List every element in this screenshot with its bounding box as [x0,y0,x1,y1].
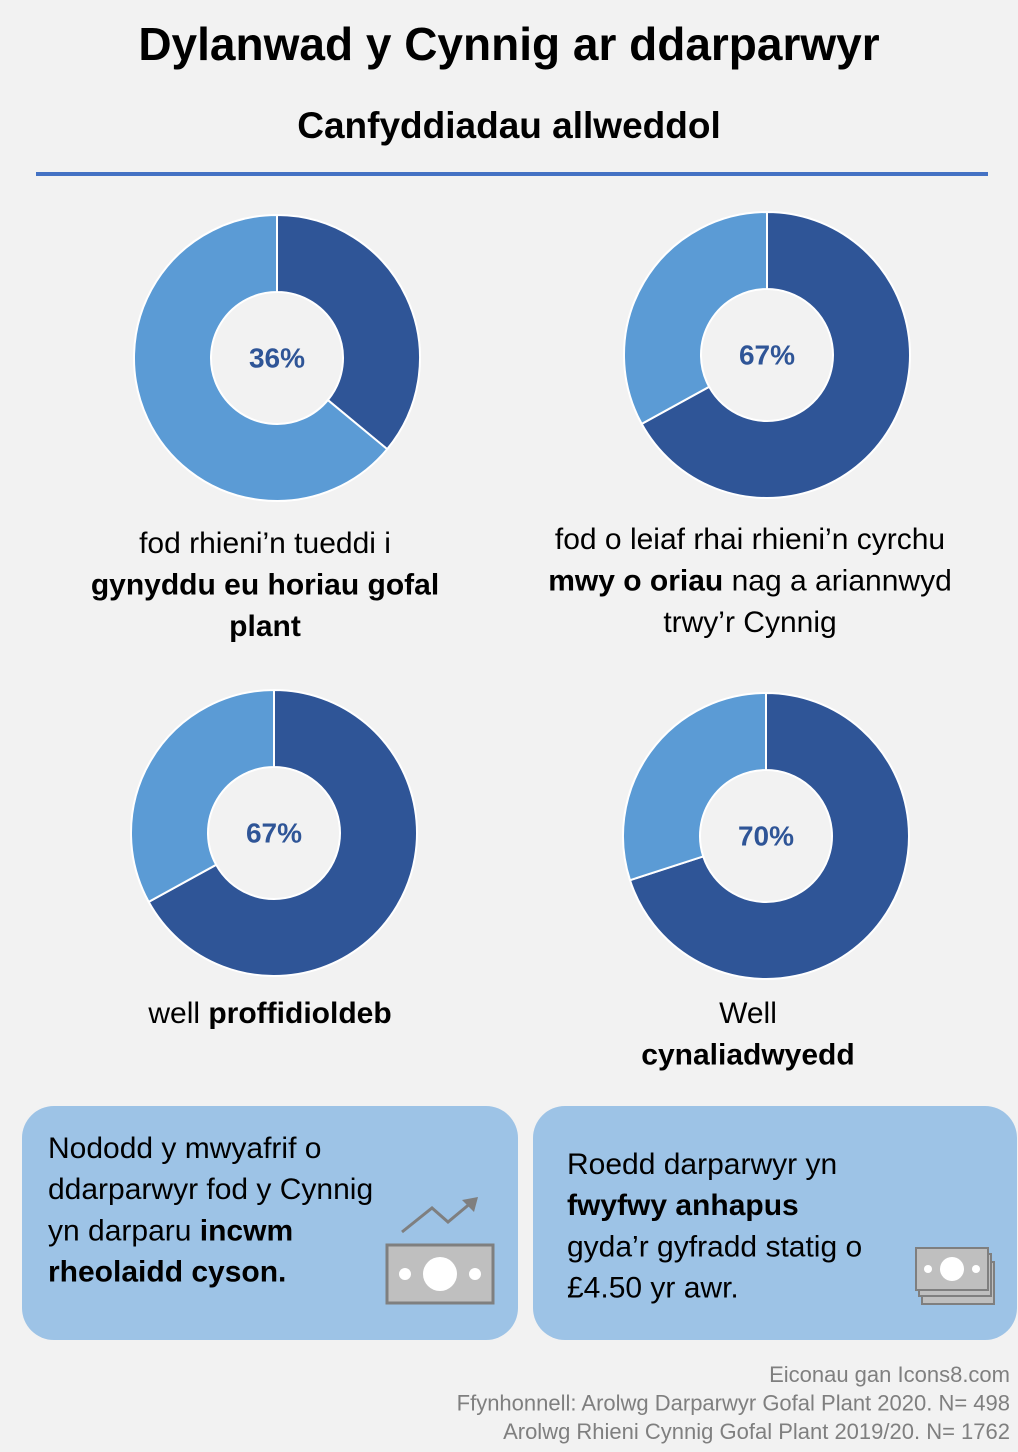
text-run: Nododd y mwyafrif o [48,1132,321,1165]
footer-note: Arolwg Rhieni Cynnig Gofal Plant 2019/20… [503,1419,1010,1444]
caption-line: trwy’r Cynnig [663,606,836,639]
box-text-line: gyda’r gyfradd statig o [567,1230,862,1263]
footer-note: Ffynhonnell: Arolwg Darparwyr Gofal Plan… [457,1390,1010,1415]
text-run: fod o leiaf rhai rhieni’n cyrchu [555,523,945,556]
caption-line: fod rhieni’n tueddi i [139,527,391,560]
box-text-line: rheolaidd cyson. [48,1256,286,1289]
caption-line: Well [719,997,777,1030]
caption-line: well proffidioldeb [147,997,391,1030]
caption-line: plant [229,610,301,643]
value-label: 70% [738,820,794,851]
donut-segment [147,688,418,977]
donut-segment [130,688,275,904]
text-run: trwy’r Cynnig [663,606,836,639]
caption-line: gynyddu eu horiau gofal [91,568,439,601]
donut-segment [628,691,910,980]
text-run: Roedd darparwyr yn [567,1148,837,1181]
text-run: cynaliadwyedd [641,1038,854,1071]
text-run: yn darparu [48,1214,200,1247]
text-run: £4.50 yr awr. [567,1272,739,1305]
text-run: fwyfwy anhapus [567,1189,799,1222]
box-text-line: £4.50 yr awr. [567,1272,739,1305]
money-growth-icon [385,1197,495,1305]
box-text-line: ddarparwyr fod y Cynnig [48,1173,373,1206]
subtitle: Canfyddiadau allweddol [297,105,721,146]
text-run: incwm [200,1214,293,1247]
text-run: gynyddu eu horiau gofal [91,568,439,601]
donut-segment [276,213,421,451]
value-label: 67% [246,817,302,848]
box-text-line: yn darparu incwm [48,1214,293,1247]
text-run: rheolaidd cyson. [48,1256,286,1289]
footer-note: Eiconau gan Icons8.com [769,1362,1010,1387]
text-run: gyda’r gyfradd statig o [567,1230,862,1263]
box-text-line: fwyfwy anhapus [567,1189,799,1222]
box [533,1106,1017,1340]
title: Dylanwad y Cynnig ar ddarparwyr [138,18,879,70]
money-stack-icon [915,1247,995,1305]
donut-segment [640,210,911,499]
caption-line: fod o leiaf rhai rhieni’n cyrchu [555,523,945,556]
text-run: proffidioldeb [208,997,391,1030]
text-run: mwy o oriau [548,564,723,597]
text-run: nag a ariannwyd [723,564,952,597]
box-text-line: Roedd darparwyr yn [567,1148,837,1181]
text-run: ddarparwyr fod y Cynnig [48,1173,373,1206]
box-text-line: Nododd y mwyafrif o [48,1132,321,1165]
donut-segment [623,210,768,426]
value-label: 36% [249,342,305,373]
text-run: Well [719,997,777,1030]
text-run: well [147,997,208,1030]
caption-line: mwy o oriau nag a ariannwyd [548,564,952,597]
donut-segment [133,213,389,502]
caption-line: cynaliadwyedd [641,1038,854,1071]
text-run: fod rhieni’n tueddi i [139,527,391,560]
text-run: plant [229,610,301,643]
value-label: 67% [739,339,795,370]
donut-segment [622,691,767,882]
